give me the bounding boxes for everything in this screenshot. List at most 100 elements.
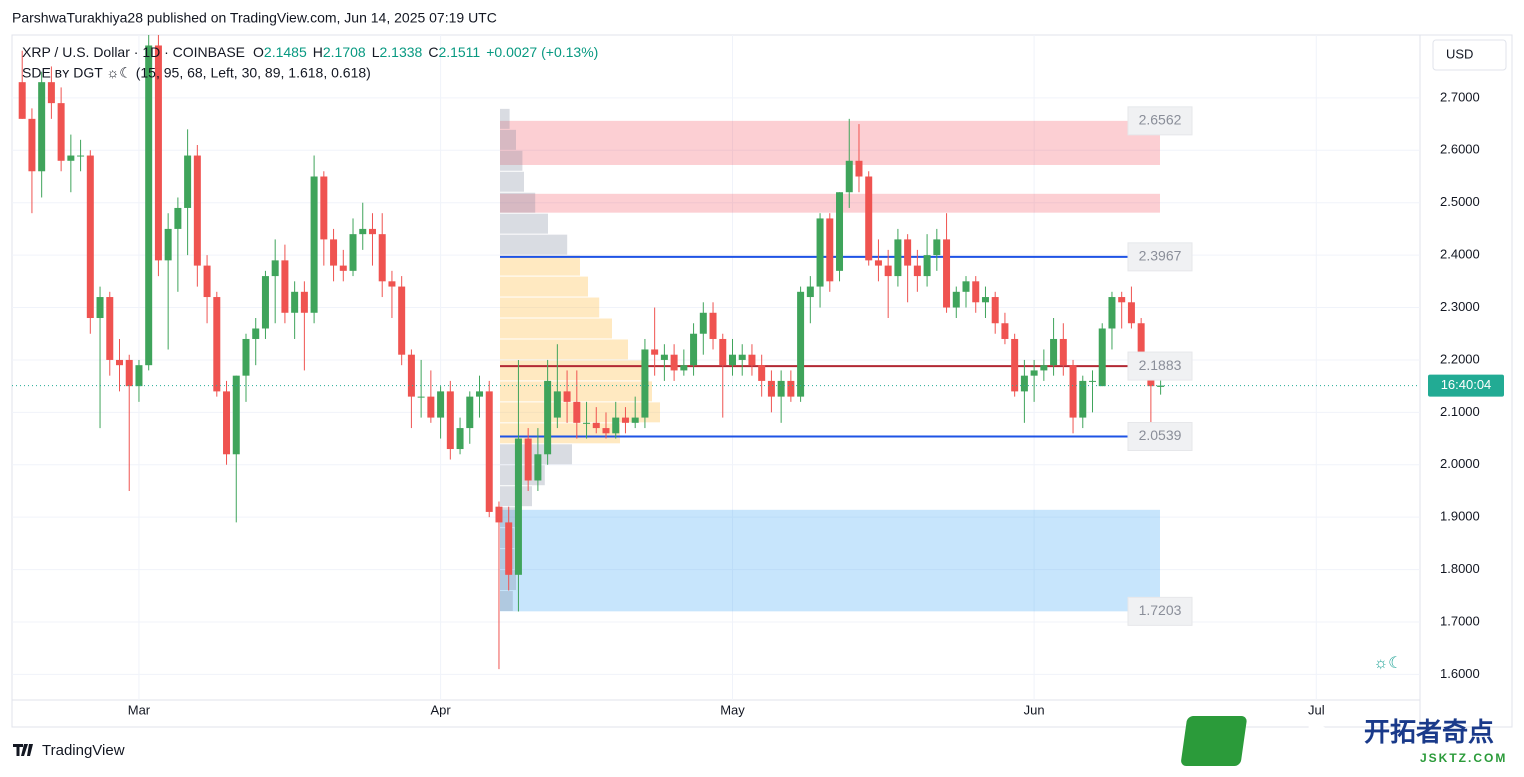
- candle-body: [583, 422, 591, 424]
- candle-body: [223, 391, 231, 455]
- x-tick-label: Jul: [1308, 702, 1325, 717]
- candle-body: [437, 391, 445, 418]
- pane-border: [11, 34, 1513, 728]
- candle-body: [135, 365, 143, 387]
- candle-body: [1030, 370, 1038, 376]
- candle-body: [193, 155, 201, 266]
- candle-body: [981, 297, 989, 303]
- candle-body: [476, 391, 484, 397]
- candle-body: [213, 297, 221, 392]
- candle-body: [621, 417, 629, 423]
- candle-body: [913, 265, 921, 277]
- candle-body: [407, 354, 415, 397]
- candle-body: [38, 82, 46, 172]
- candle-body: [388, 281, 396, 287]
- y-tick-label: 1.6000: [1440, 666, 1480, 681]
- candle-body: [1089, 380, 1096, 382]
- candle-body: [466, 396, 474, 429]
- candle-body: [865, 176, 873, 261]
- brand-logo: [13, 744, 33, 756]
- candle-body: [77, 155, 85, 157]
- candle-body: [1001, 323, 1009, 339]
- watermark-icon: B: [1306, 719, 1329, 755]
- watermark-url: JSKTZ.COM: [1420, 751, 1507, 765]
- candle-body: [641, 349, 649, 418]
- volume-profile-bar: [500, 192, 536, 213]
- candle-body: [738, 354, 746, 360]
- watermark-title: 开拓者奇点: [1364, 717, 1494, 747]
- candle-body: [1137, 323, 1145, 366]
- low-value: 2.1338: [379, 44, 422, 60]
- candle-body: [174, 207, 182, 229]
- y-tick-label: 2.2000: [1440, 351, 1480, 366]
- open-value: 2.1485: [264, 44, 307, 60]
- byline: ParshwaTurakhiya28 published on TradingV…: [12, 10, 497, 26]
- currency-button[interactable]: [1432, 39, 1507, 71]
- candle-body: [1079, 380, 1087, 418]
- level-label-bg: [1127, 242, 1193, 272]
- candle-body: [553, 391, 561, 418]
- indicator-legend[interactable]: SDE ʙʏ DGT ☼☾ (15, 95, 68, Left, 30, 89,…: [22, 65, 371, 81]
- candle-body: [96, 297, 104, 319]
- candle-body: [524, 438, 532, 481]
- candle-body: [660, 354, 668, 360]
- candle-body: [943, 239, 951, 308]
- candle-body: [232, 375, 240, 455]
- candle-body: [797, 291, 805, 397]
- candle-body: [816, 218, 824, 287]
- candle-body: [339, 265, 347, 271]
- candle-body: [1059, 338, 1067, 366]
- candle-body: [252, 328, 260, 339]
- candle-body: [767, 380, 775, 397]
- candle-body: [47, 82, 55, 104]
- y-tick-label: 1.8000: [1440, 561, 1480, 576]
- candle-body: [86, 155, 94, 319]
- candle-body: [184, 155, 192, 208]
- countdown: 16:40:04: [1441, 377, 1492, 392]
- y-tick-label: 2.7000: [1440, 89, 1480, 104]
- volume-profile-bar: [500, 213, 548, 234]
- volume-profile-bar: [500, 108, 510, 129]
- candle-body: [758, 365, 766, 381]
- candle-body: [281, 260, 289, 313]
- candle-body: [330, 239, 338, 266]
- y-tick-label: 2.6000: [1440, 142, 1480, 157]
- volume-profile-bar: [500, 465, 545, 486]
- candle-body: [320, 176, 328, 240]
- x-tick-label: Jun: [1024, 702, 1045, 717]
- candle-body: [787, 380, 795, 397]
- candle-body: [116, 359, 123, 366]
- candle-body: [106, 297, 114, 360]
- x-tick-label: Mar: [128, 702, 151, 717]
- volume-profile-bar: [500, 276, 588, 297]
- candle-body: [972, 281, 980, 303]
- candle-body: [563, 391, 571, 402]
- candle-body: [125, 359, 133, 387]
- candle-body: [1127, 302, 1135, 324]
- candle-body: [894, 239, 902, 277]
- candle-body: [544, 380, 552, 455]
- candle-body: [28, 118, 36, 172]
- candle-body: [836, 192, 844, 271]
- candle-body: [884, 265, 892, 277]
- symbol: XRP / U.S. Dollar · 1D · COINBASE: [22, 44, 245, 60]
- level-label: 2.6562: [1139, 112, 1182, 128]
- candle-body: [495, 506, 503, 523]
- y-tick-label: 1.9000: [1440, 509, 1480, 524]
- candle-body: [1040, 365, 1048, 371]
- candle-body: [1069, 365, 1077, 418]
- volume-profile-bar: [500, 234, 568, 255]
- currency: USD: [1446, 46, 1473, 61]
- candle-body: [962, 281, 970, 292]
- volume-profile-bar: [500, 255, 580, 276]
- y-tick-label: 2.3000: [1440, 299, 1480, 314]
- candle-body: [592, 422, 600, 429]
- change: +0.0027 (+0.13%): [486, 44, 598, 60]
- candle-body: [145, 45, 153, 366]
- level-label: 2.1883: [1139, 357, 1182, 373]
- y-tick-label: 2.1000: [1440, 404, 1480, 419]
- theme-icon[interactable]: ☼☾: [1373, 655, 1402, 672]
- candle-body: [271, 260, 279, 277]
- candle-body: [154, 45, 162, 261]
